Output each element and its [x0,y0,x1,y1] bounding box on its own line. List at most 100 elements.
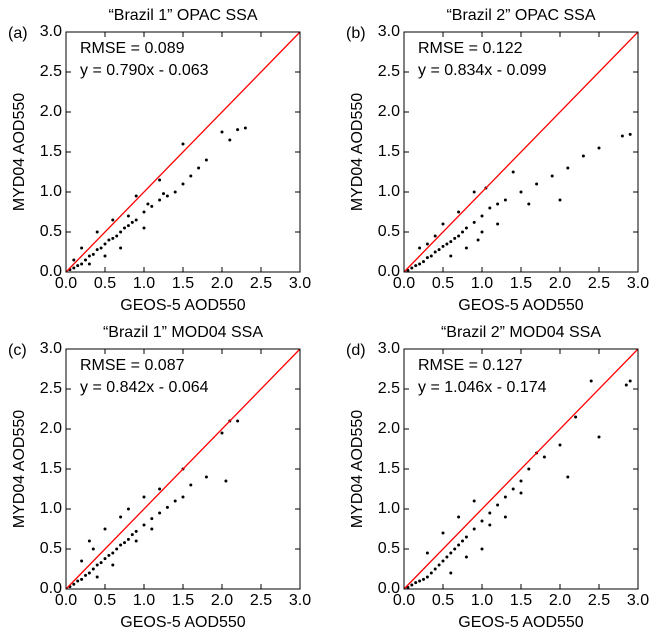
x-tick-label: 0.0 [55,592,77,609]
point [429,571,433,575]
x-tick-label: 3.0 [289,275,311,292]
point [566,166,570,170]
y-tick-label: 1.0 [378,183,400,200]
point [87,539,91,543]
annotation: RMSE = 0.122 [418,40,523,57]
point [87,254,91,258]
point [589,379,593,383]
point [126,224,130,228]
point [126,214,130,218]
point [519,190,523,194]
panel-title: “Brazil 1” MOD04 SSA [103,324,263,341]
point [204,158,208,162]
panel-title: “Brazil 2” MOD04 SSA [441,324,601,341]
point [472,499,476,503]
point [597,435,601,439]
point [464,555,468,559]
y-tick-label: 0.0 [378,263,400,280]
point [119,230,123,234]
y-tick-label: 2.0 [40,420,62,437]
point [181,142,185,146]
point [115,547,119,551]
annotation: RMSE = 0.087 [80,357,185,374]
point [158,487,162,491]
x-axis-label: GEOS-5 AOD550 [120,297,245,314]
y-tick-label: 0.5 [40,540,62,557]
axes-frame [403,348,639,590]
point [425,242,429,246]
y-tick-label: 2.0 [378,420,400,437]
point [414,264,418,268]
point [72,266,76,270]
y-tick-label: 0.0 [378,580,400,597]
point [87,571,91,575]
point [142,226,146,230]
point [91,547,95,551]
point [142,210,146,214]
point [91,252,95,256]
annotation: y = 0.834x - 0.099 [418,62,547,79]
panel-title: “Brazil 1” OPAC SSA [108,7,257,24]
point [503,495,507,499]
point [418,262,422,266]
y-tick-label: 2.5 [378,380,400,397]
point [107,238,111,242]
x-tick-label: 3.0 [289,592,311,609]
point [84,573,87,577]
point [464,535,468,539]
x-tick-label: 0.5 [432,592,454,609]
point [464,226,468,230]
point [449,551,453,555]
point [429,254,433,258]
point [488,511,492,515]
point [496,202,500,206]
point [150,204,154,208]
point [441,531,445,535]
point [165,194,169,198]
point [76,579,80,583]
point [488,206,492,210]
point [130,220,134,224]
y-tick-label: 1.0 [40,183,62,200]
y-tick-label: 2.0 [378,103,400,120]
one-to-one-line [65,31,301,273]
x-tick-label: 2.5 [250,275,272,292]
one-to-one-line [403,31,639,273]
y-tick-label: 3.0 [40,23,62,40]
point [480,519,484,523]
point [103,242,107,246]
point [130,533,134,537]
x-axis-label: GEOS-5 AOD550 [458,614,583,631]
point [119,515,123,519]
point [134,539,138,543]
point [173,190,177,194]
point [464,246,468,250]
point [488,523,492,527]
x-tick-label: 2.0 [211,592,233,609]
x-tick-label: 1.0 [133,275,155,292]
y-tick-label: 0.0 [40,263,62,280]
point [496,503,500,507]
point [418,579,422,583]
point [425,551,429,555]
y-tick-label: 1.5 [40,143,62,160]
point [433,234,437,238]
point [558,198,562,202]
y-axis-label: MYD04 AOD550 [349,93,366,211]
point [111,551,115,555]
point [519,491,523,495]
point [628,132,632,136]
point [480,547,484,551]
y-tick-label: 0.0 [40,580,62,597]
point [142,523,146,527]
annotation: RMSE = 0.127 [418,357,523,374]
panel-label: (d) [346,342,366,359]
point [550,174,554,178]
point [449,571,453,575]
point [496,222,500,226]
point [197,166,201,170]
point [480,214,484,218]
point [472,220,476,224]
point [103,527,107,531]
